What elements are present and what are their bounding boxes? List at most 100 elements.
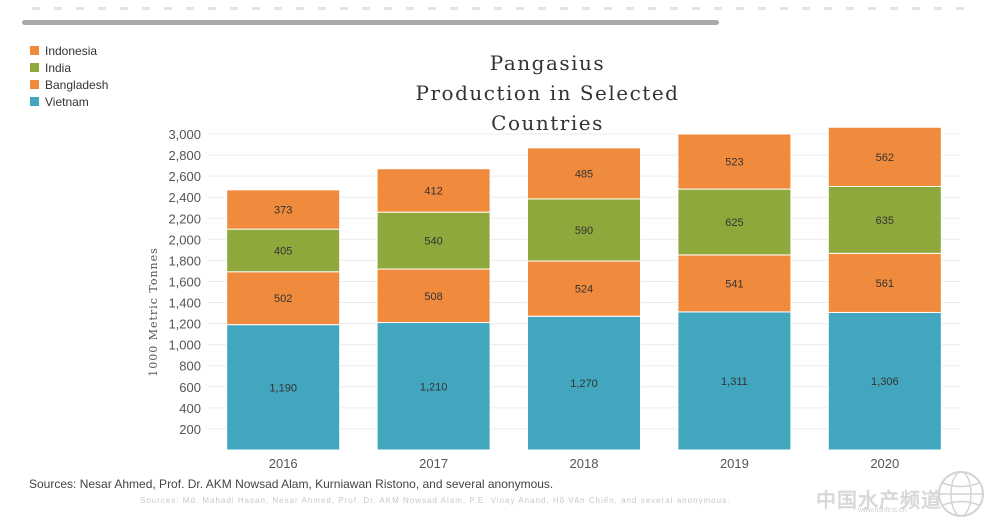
y-tick-label: 1,200 bbox=[168, 317, 201, 332]
ruler-tick bbox=[120, 7, 128, 10]
bar-value-label-bangladesh: 524 bbox=[575, 284, 593, 296]
legend-swatch-indonesia bbox=[30, 46, 39, 55]
ruler-tick bbox=[32, 7, 40, 10]
x-tick-label: 2020 bbox=[870, 456, 899, 471]
ruler-tick bbox=[98, 7, 106, 10]
ruler-tick bbox=[384, 7, 392, 10]
bar-segment-indonesia bbox=[226, 189, 341, 230]
ruler-tick bbox=[890, 7, 898, 10]
bar-value-label-indonesia: 485 bbox=[575, 168, 593, 180]
bar-value-label-vietnam: 1,210 bbox=[420, 381, 448, 393]
y-tick-label: 2,000 bbox=[168, 232, 201, 247]
x-tick-label: 2019 bbox=[720, 456, 749, 471]
ruler-tick bbox=[802, 7, 810, 10]
ruler-tick bbox=[362, 7, 370, 10]
watermark-text: 中国水产频道 bbox=[816, 490, 942, 512]
legend-label-vietnam: Vietnam bbox=[45, 94, 89, 109]
y-tick-label: 2,800 bbox=[168, 148, 201, 163]
ruler-tick bbox=[868, 7, 876, 10]
bar-value-label-india: 635 bbox=[876, 215, 894, 227]
ruler-tick bbox=[956, 7, 964, 10]
ruler-tick bbox=[450, 7, 458, 10]
bar-value-label-india: 540 bbox=[424, 236, 442, 248]
y-tick-label: 2,600 bbox=[168, 169, 201, 184]
ruler-tick bbox=[428, 7, 436, 10]
y-tick-label: 1,800 bbox=[168, 253, 201, 268]
scroll-progress-bar bbox=[22, 20, 719, 25]
ruler-tick bbox=[406, 7, 414, 10]
y-axis-label: 1000 Metric Tonnes bbox=[147, 247, 160, 377]
faded-source-note: Sources: Md. Mahadi Hasan, Nesar Ahmed, … bbox=[140, 496, 731, 505]
bar-segment-indonesia bbox=[827, 126, 942, 187]
bar-value-label-indonesia: 412 bbox=[424, 185, 442, 197]
chart-title-line-1: Pangasius bbox=[489, 51, 606, 75]
bar-value-label-india: 590 bbox=[575, 225, 593, 237]
bar-value-label-vietnam: 1,306 bbox=[871, 376, 899, 388]
ruler-tick bbox=[472, 7, 480, 10]
bar-segment-vietnam bbox=[827, 311, 942, 451]
stacked-bar-chart: 200 400 600 800 1,000 1,200 1,400 1,600 1,800 2,0… bbox=[147, 126, 960, 471]
ruler-tick bbox=[626, 7, 634, 10]
bar-value-label-indonesia: 373 bbox=[274, 204, 292, 216]
ruler-tick bbox=[164, 7, 172, 10]
ruler-tick bbox=[538, 7, 546, 10]
source-note: Sources: Nesar Ahmed, Prof. Dr. AKM Nows… bbox=[29, 477, 554, 491]
y-tick-label: 400 bbox=[179, 401, 201, 416]
bar-value-label-indonesia: 562 bbox=[876, 152, 894, 164]
ruler-tick bbox=[318, 7, 326, 10]
y-tick-label: 1,000 bbox=[168, 338, 201, 353]
ruler-tick bbox=[670, 7, 678, 10]
ruler-tick bbox=[604, 7, 612, 10]
bar-segment-bangladesh bbox=[527, 260, 641, 317]
bar-segment-indonesia bbox=[376, 168, 491, 213]
ruler-tick bbox=[824, 7, 832, 10]
y-tick-label: 2,200 bbox=[168, 211, 201, 226]
ruler-tick bbox=[648, 7, 656, 10]
bar-segment-bangladesh bbox=[677, 254, 792, 313]
x-tick-label: 2018 bbox=[570, 456, 599, 471]
bar-segment-indonesia bbox=[527, 147, 641, 200]
y-tick-label: 2,400 bbox=[168, 190, 201, 205]
ruler-tick bbox=[296, 7, 304, 10]
ruler-tick bbox=[230, 7, 238, 10]
bar-value-label-vietnam: 1,311 bbox=[721, 376, 748, 388]
legend-label-indonesia: Indonesia bbox=[45, 43, 98, 58]
ruler-tick bbox=[758, 7, 766, 10]
y-tick-label: 600 bbox=[179, 380, 201, 395]
ruler-tick bbox=[692, 7, 700, 10]
y-tick-label: 200 bbox=[179, 422, 201, 437]
bar-value-label-bangladesh: 561 bbox=[876, 278, 894, 290]
bar-value-label-india: 625 bbox=[725, 217, 743, 229]
bar-segment-bangladesh bbox=[827, 252, 942, 313]
legend: Indonesia India Bangladesh Vietnam bbox=[30, 42, 108, 110]
bar-segment-india bbox=[226, 228, 341, 273]
x-tick-label: 2016 bbox=[269, 456, 298, 471]
globe-logo-icon bbox=[938, 471, 984, 517]
bar-value-label-bangladesh: 508 bbox=[424, 291, 442, 303]
ruler-tick bbox=[934, 7, 942, 10]
legend-swatch-vietnam bbox=[30, 97, 39, 106]
legend-item-vietnam: Vietnam bbox=[30, 93, 108, 110]
y-tick-label: 3,000 bbox=[168, 127, 201, 142]
bar-value-label-indonesia: 523 bbox=[725, 157, 743, 169]
ruler-tick bbox=[340, 7, 348, 10]
bar-value-label-vietnam: 1,270 bbox=[570, 378, 598, 390]
bar-segment-vietnam bbox=[527, 315, 641, 451]
legend-label-india: India bbox=[45, 60, 72, 75]
bar-segment-vietnam bbox=[376, 322, 491, 451]
y-tick-label: 1,600 bbox=[168, 274, 201, 289]
y-tick-label: 800 bbox=[179, 359, 201, 374]
ruler-tick bbox=[714, 7, 722, 10]
bar-value-label-bangladesh: 502 bbox=[274, 293, 292, 305]
top-ruler bbox=[32, 7, 964, 10]
bar-value-label-india: 405 bbox=[274, 245, 292, 257]
bar-segment-india bbox=[677, 188, 792, 256]
ruler-tick bbox=[736, 7, 744, 10]
legend-swatch-bangladesh bbox=[30, 80, 39, 89]
bar-segment-india bbox=[827, 185, 942, 254]
ruler-tick bbox=[582, 7, 590, 10]
ruler-tick bbox=[494, 7, 502, 10]
bar-value-label-vietnam: 1,190 bbox=[269, 382, 297, 394]
bar-segment-bangladesh bbox=[226, 271, 341, 326]
ruler-tick bbox=[560, 7, 568, 10]
